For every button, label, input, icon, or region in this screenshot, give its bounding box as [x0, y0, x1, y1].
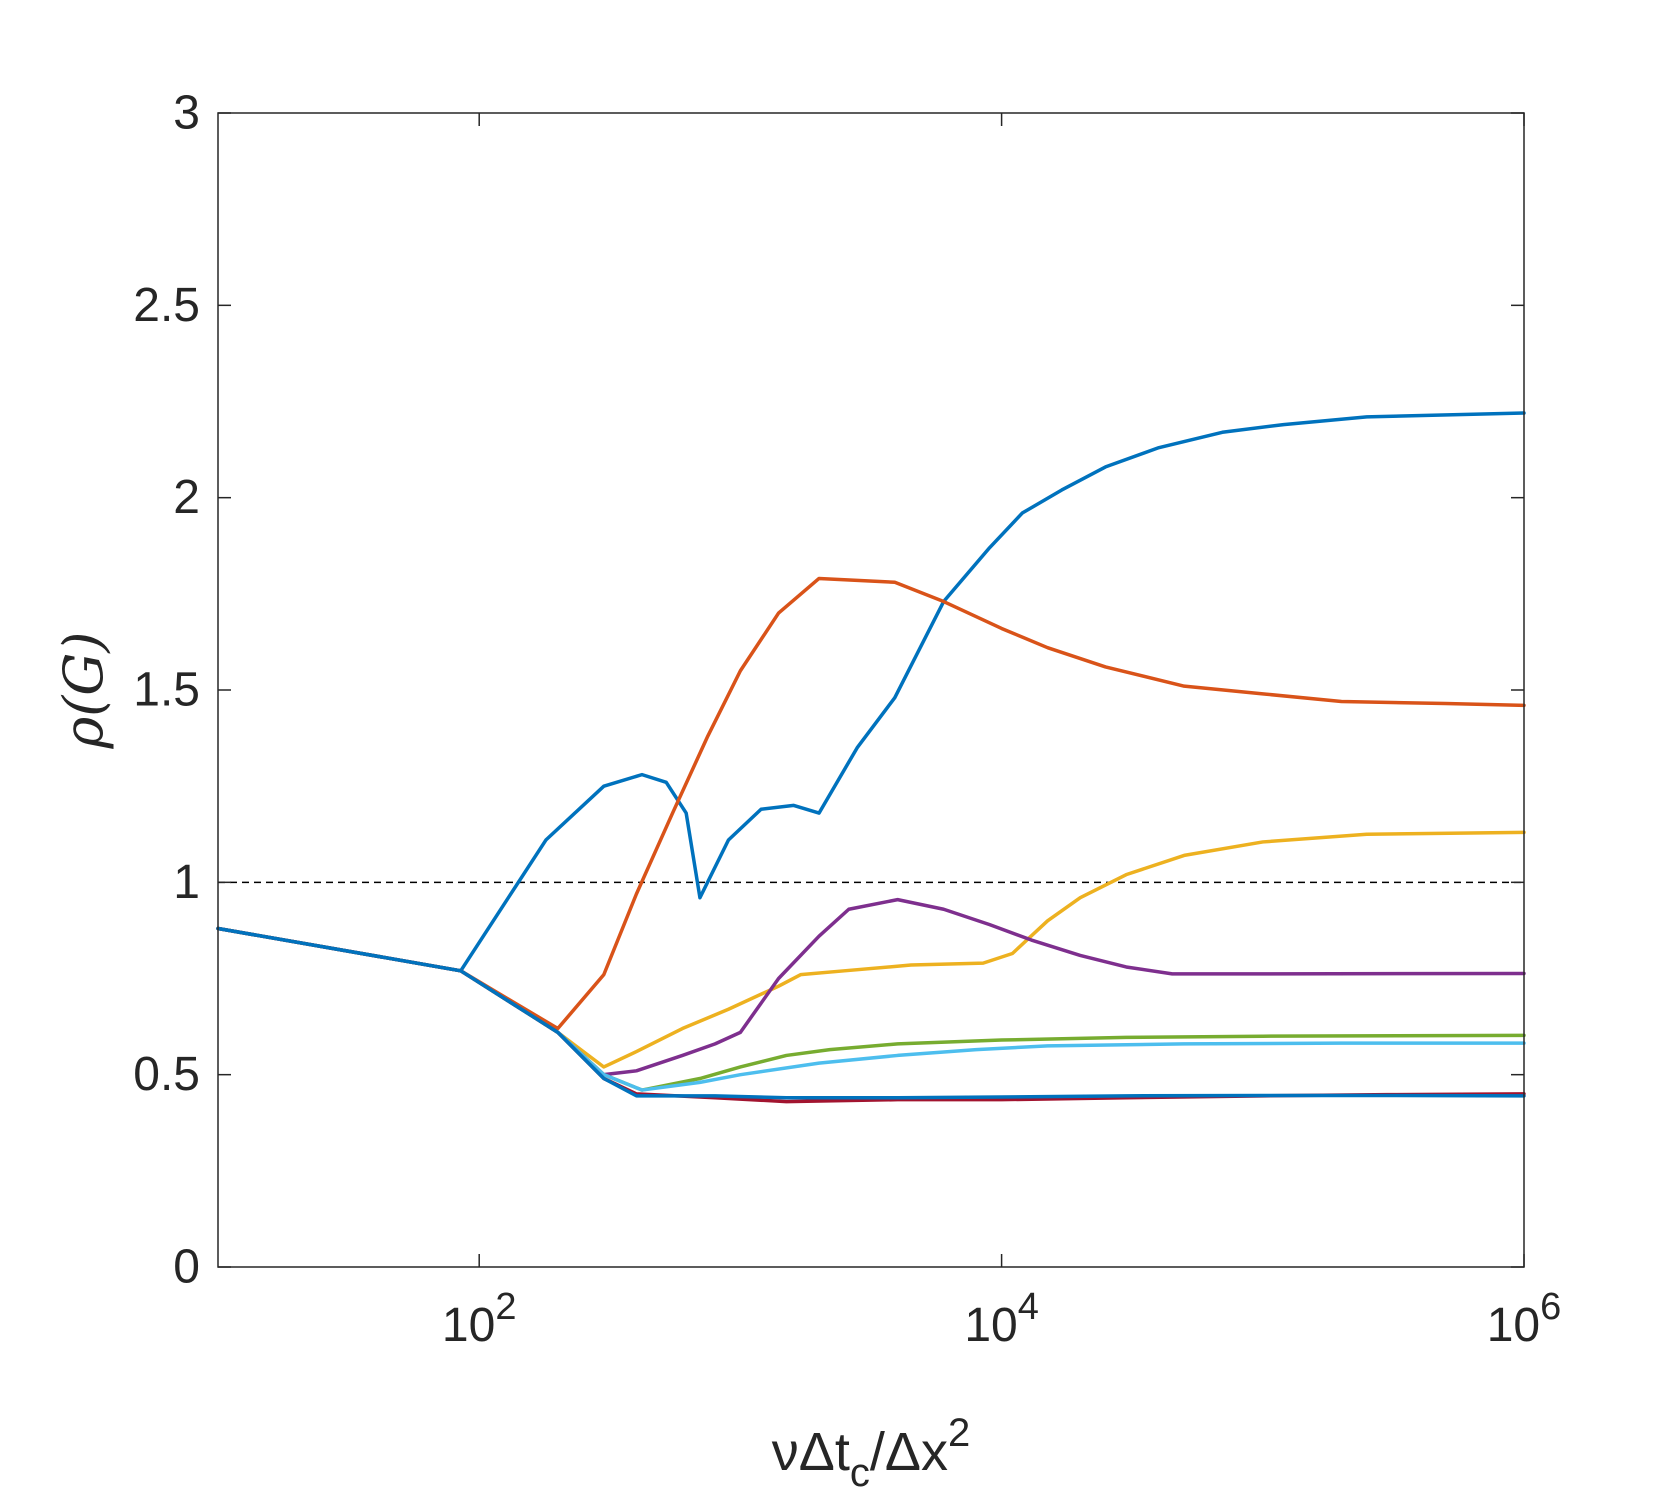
y-tick-label: 1.5	[133, 664, 200, 717]
series-layer	[216, 411, 1526, 1104]
y-tick-label: 2.5	[133, 279, 200, 332]
series-line-4	[216, 897, 1526, 1077]
y-tick-label: 1	[173, 856, 200, 909]
x-tick-label: 104	[964, 1286, 1039, 1352]
series-line-3	[216, 830, 1526, 1069]
series-line-8	[216, 926, 1526, 1100]
series-line-2	[216, 576, 1526, 1031]
x-tick-label: 102	[442, 1286, 517, 1352]
y-axis-title: ρ(G)	[52, 631, 115, 749]
y-tick-label: 3	[173, 87, 200, 140]
y-tick-label: 0.5	[133, 1048, 200, 1101]
y-tick-label: 2	[173, 471, 200, 524]
ticks-layer: 0 0.5 1 1.5 2 2.5 3 102 104 106	[133, 87, 1561, 1353]
plot-area	[218, 113, 1524, 1267]
x-tick-label: 106	[1487, 1286, 1562, 1352]
x-axis-title: νΔtc/Δx2	[772, 1411, 970, 1495]
series-line-1	[216, 411, 1526, 973]
y-tick-label: 0	[173, 1241, 200, 1294]
